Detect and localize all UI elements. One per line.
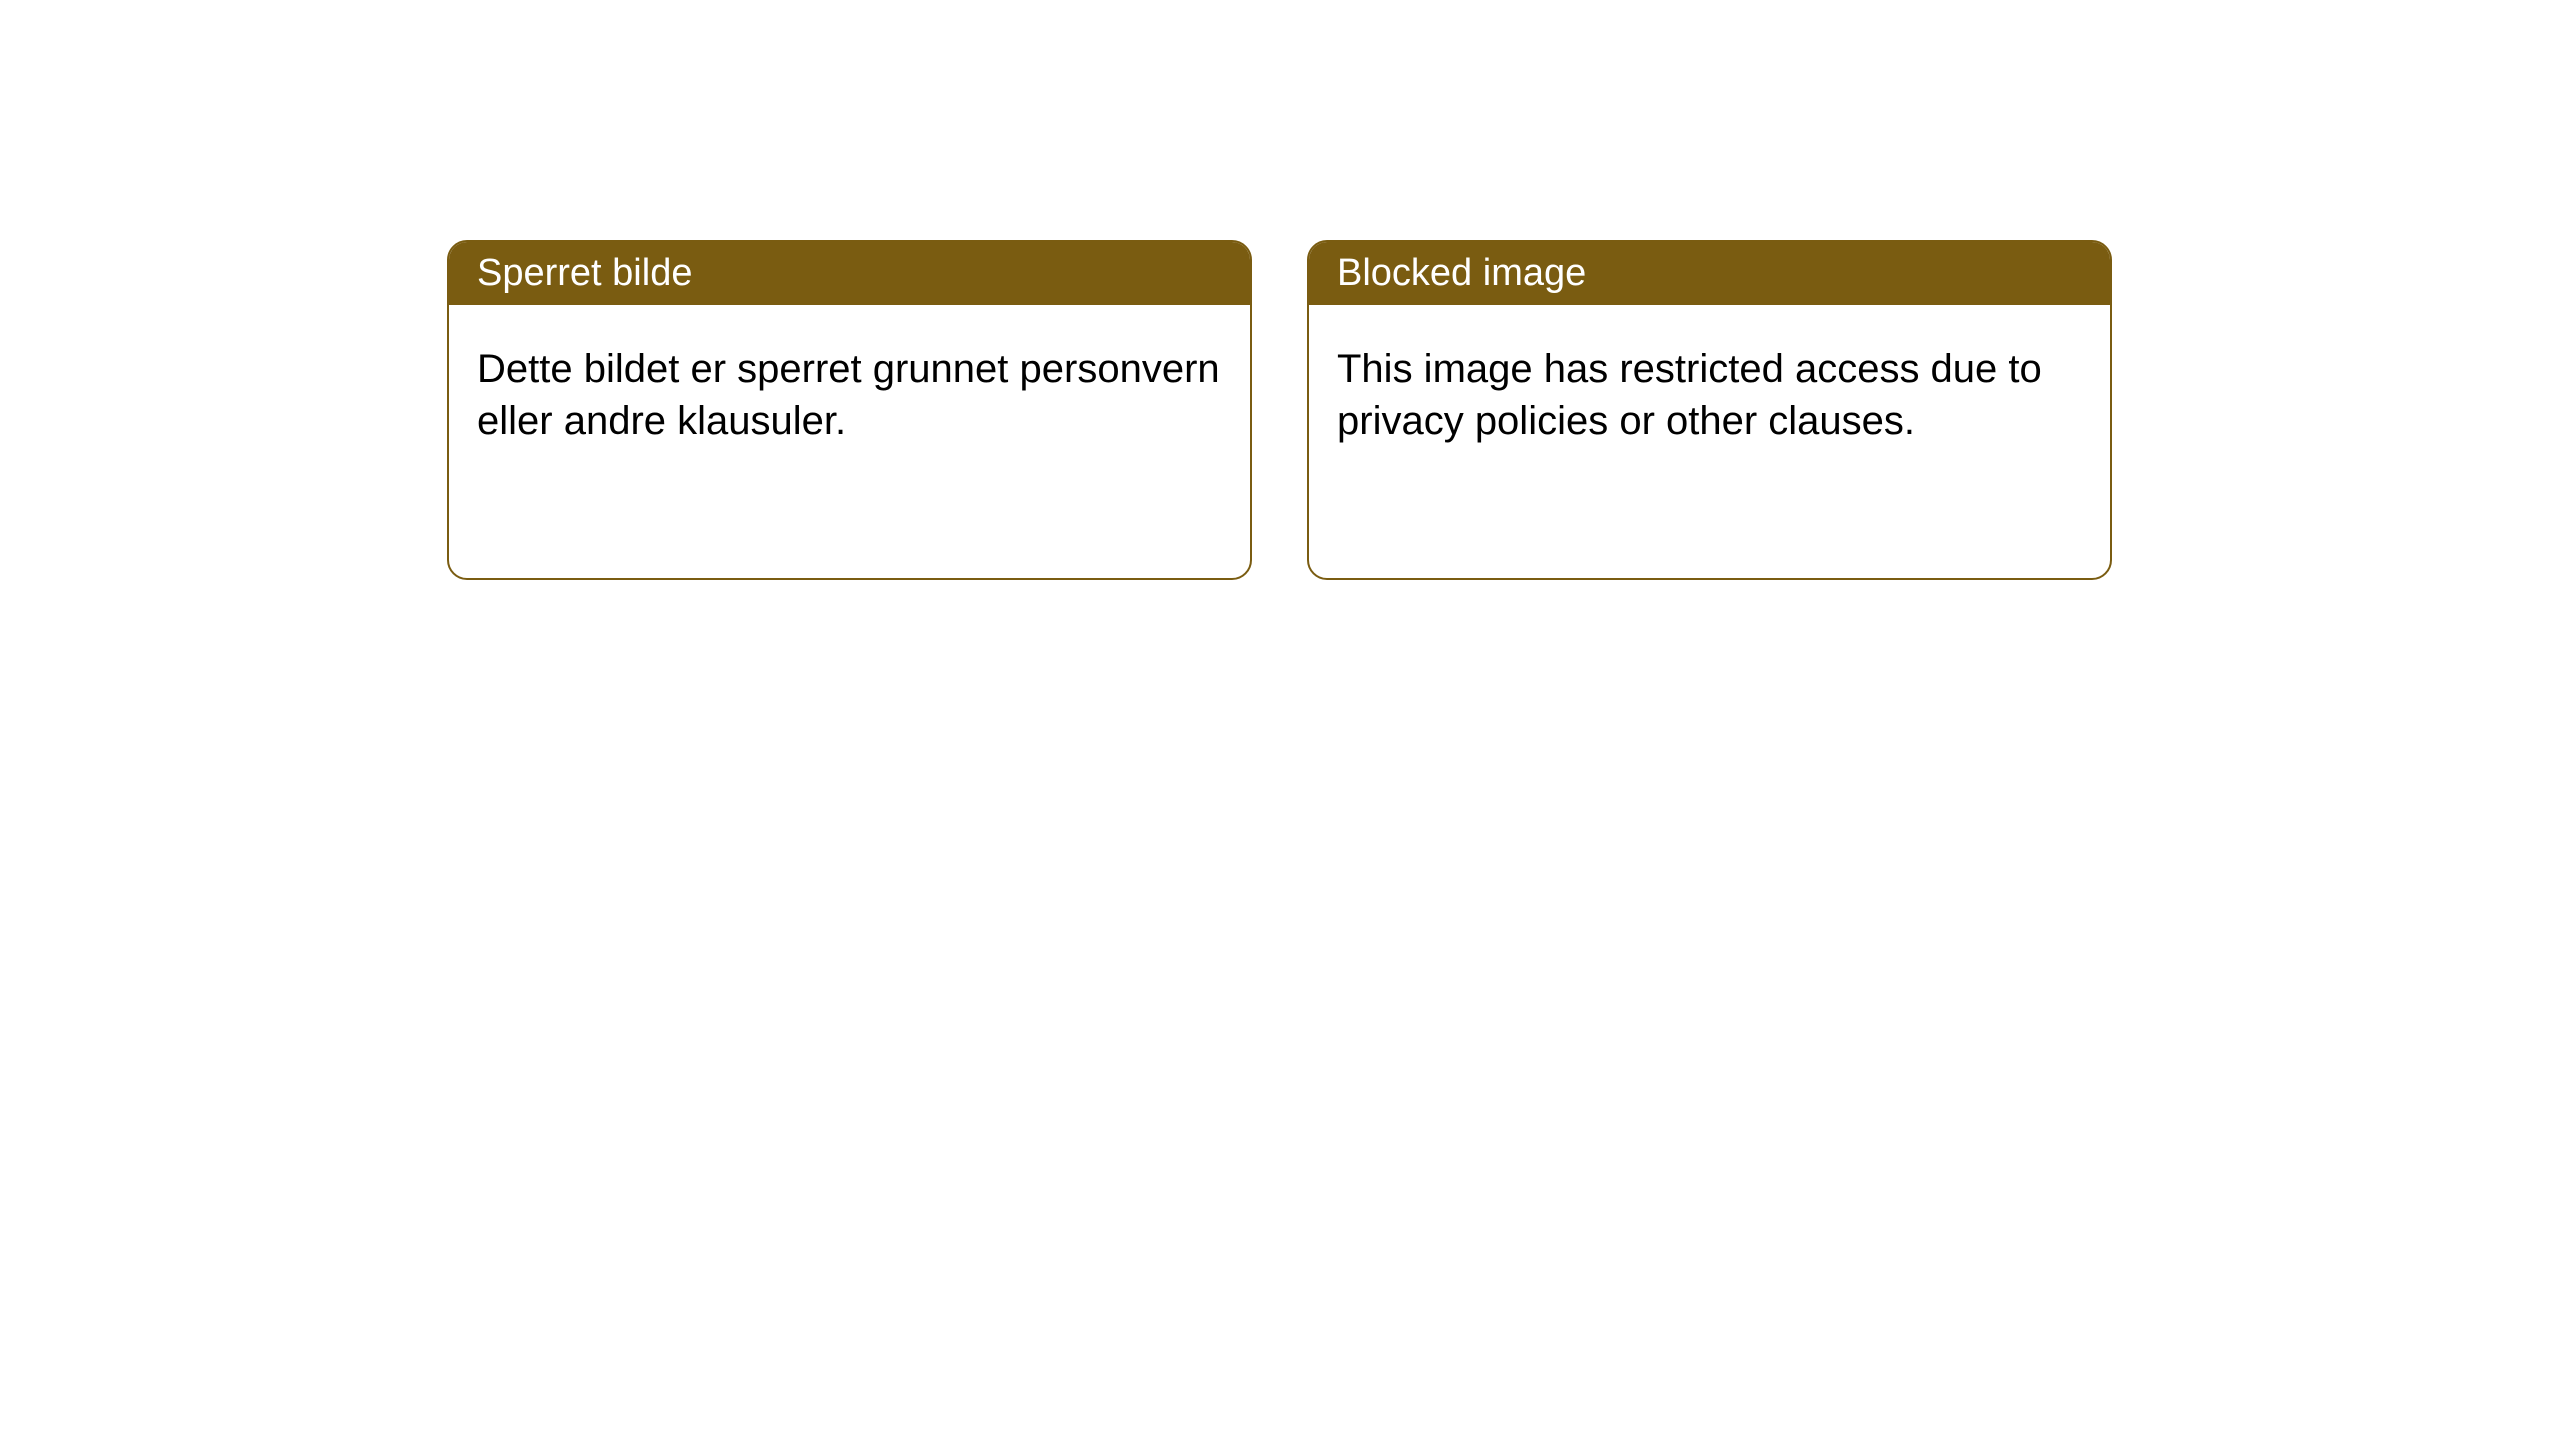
- notice-container: Sperret bilde Dette bildet er sperret gr…: [447, 240, 2112, 580]
- notice-body: Dette bildet er sperret grunnet personve…: [449, 305, 1250, 485]
- notice-card-english: Blocked image This image has restricted …: [1307, 240, 2112, 580]
- notice-header: Blocked image: [1309, 242, 2110, 305]
- notice-header: Sperret bilde: [449, 242, 1250, 305]
- notice-card-norwegian: Sperret bilde Dette bildet er sperret gr…: [447, 240, 1252, 580]
- notice-body: This image has restricted access due to …: [1309, 305, 2110, 485]
